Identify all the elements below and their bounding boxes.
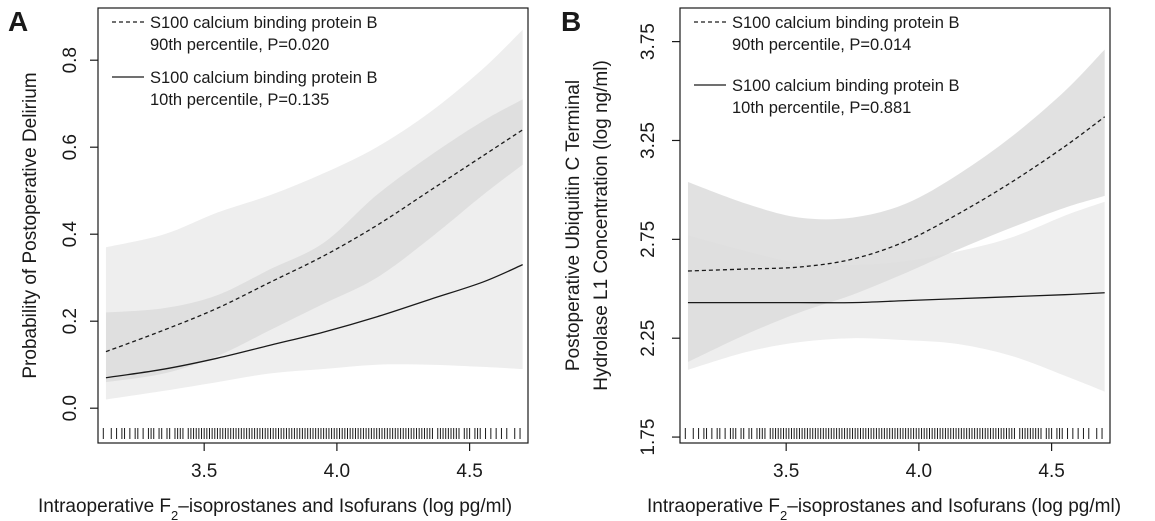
legend: S100 calcium binding protein B 90th perce… (112, 14, 377, 109)
x-tick-label: 4.0 (324, 461, 350, 482)
legend-label: 90th percentile, P=0.014 (732, 36, 911, 54)
x-tick-label: 4.5 (456, 461, 482, 482)
ci-band-90th (687, 49, 1105, 362)
legend-label: S100 calcium binding protein B (150, 69, 377, 87)
plot-area (105, 29, 524, 400)
x-tick-label: 4.0 (906, 461, 932, 482)
x-tick-label: 3.5 (773, 461, 799, 482)
legend-label: 10th percentile, P=0.881 (732, 99, 911, 117)
y-tick-label: 2.75 (638, 221, 659, 258)
panel-letter: A (8, 6, 28, 37)
series-line-10th-percentile (687, 292, 1105, 304)
legend: S100 calcium binding protein B 90th perce… (694, 14, 959, 117)
y-axis-title: Probability of Postoperative Delirium (20, 72, 41, 378)
plot-area (687, 49, 1106, 392)
legend-label: S100 calcium binding protein B (732, 14, 959, 32)
rug-plot (684, 428, 1103, 439)
panel-letter: B (561, 6, 581, 37)
y-tick-label: 0.2 (60, 308, 81, 334)
y-tick-label: 1.75 (638, 419, 659, 456)
series-line-10th-percentile (105, 264, 523, 379)
y-tick-label: 0.8 (60, 47, 81, 73)
legend-label: 10th percentile, P=0.135 (150, 91, 329, 109)
legend-label: S100 calcium binding protein B (150, 14, 377, 32)
plot-frame (679, 7, 1111, 444)
x-axis-title: Intraoperative F2–isoprostanes and Isofu… (38, 496, 512, 521)
x-axis-title: Intraoperative F2–isoprostanes and Isofu… (647, 496, 1121, 521)
x-tick-label: 4.5 (1038, 461, 1064, 482)
y-tick-label: 2.25 (638, 320, 659, 357)
plot-frame (97, 7, 529, 444)
chart-panel-b: 3.5 4.0 4.5 1.75 2.25 2.75 3.25 3.75 Postoperati… (561, 6, 1121, 521)
chart-panel-a: 3.5 4.0 4.5 0.0 0.2 0.4 0.6 0.8 Probability of P… (8, 6, 529, 521)
ci-band-10th (687, 201, 1105, 392)
y-tick-label: 3.75 (638, 23, 659, 60)
y-tick-label: 0.4 (60, 221, 81, 248)
y-axis-title: Hydrolase L1 Concentration (log ng/ml) (591, 60, 612, 391)
rug-plot (102, 428, 521, 439)
legend-label: 90th percentile, P=0.020 (150, 36, 329, 54)
ci-band-90th (105, 99, 523, 383)
y-axis-title: Postoperative Ubiquitin C Terminal (563, 80, 584, 371)
y-tick-label: 3.25 (638, 122, 659, 159)
legend-label: S100 calcium binding protein B (732, 77, 959, 95)
y-tick-label: 0.0 (60, 395, 81, 421)
y-tick-label: 0.6 (60, 134, 81, 160)
x-tick-label: 3.5 (191, 461, 217, 482)
series-line-90th-percentile (105, 129, 524, 353)
